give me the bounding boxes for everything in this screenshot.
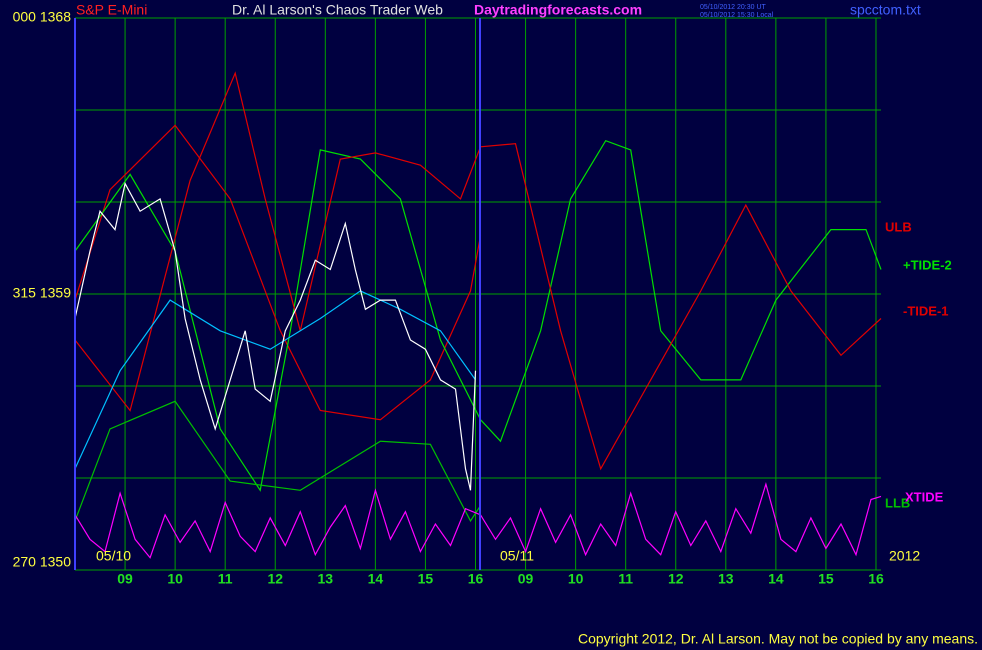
plot <box>74 71 882 559</box>
chart-title: Dr. Al Larson's Chaos Trader Web <box>232 2 443 18</box>
x-tick-label: 16 <box>468 571 484 587</box>
series-line <box>74 181 477 491</box>
timestamp-local: 05/10/2012 15:30 Local <box>700 12 774 19</box>
timestamp-ut: 05/10/2012 20:30 UT <box>700 4 766 11</box>
y-tick-label: 000 1368 <box>13 9 72 25</box>
x-tick-label: 11 <box>618 571 633 587</box>
y-tick-label: 315 1359 <box>13 285 72 301</box>
series-line <box>74 124 482 421</box>
x-tick-label: 15 <box>818 571 834 587</box>
legend-label: LLB <box>885 495 910 510</box>
grid <box>75 17 881 571</box>
date-label: 2012 <box>889 548 920 564</box>
date-label: 05/10 <box>96 548 131 564</box>
series-line <box>74 71 882 471</box>
x-tick-label: 14 <box>368 571 384 587</box>
x-tick-label: 09 <box>117 571 133 587</box>
series-line <box>74 139 882 492</box>
legend-label: +TIDE-2 <box>903 257 952 272</box>
x-tick-label: 13 <box>718 571 734 587</box>
date-label: 05/11 <box>500 548 534 564</box>
website: Daytradingforecasts.com <box>474 2 642 18</box>
legend-label: -TIDE-1 <box>903 303 949 318</box>
instrument: S&P E-Mini <box>76 2 147 18</box>
x-tick-label: 10 <box>568 571 584 587</box>
y-tick-label: 270 1350 <box>13 554 72 570</box>
copyright: Copyright 2012, Dr. Al Larson. May not b… <box>578 631 978 647</box>
x-tick-label: 15 <box>418 571 434 587</box>
x-tick-label: 12 <box>668 571 684 587</box>
legend-label: XTIDE <box>905 489 944 504</box>
x-tick-label: 10 <box>167 571 183 587</box>
x-tick-label: 16 <box>868 571 884 587</box>
x-tick-label: 11 <box>218 571 233 587</box>
x-tick-label: 09 <box>518 571 534 587</box>
legend-label: ULB <box>885 219 912 234</box>
x-tick-label: 13 <box>318 571 334 587</box>
x-tick-label: 12 <box>267 571 283 587</box>
series-line <box>74 400 482 523</box>
file-name: spcctom.txt <box>850 2 921 18</box>
x-tick-label: 14 <box>768 571 784 587</box>
series-line <box>74 290 476 470</box>
